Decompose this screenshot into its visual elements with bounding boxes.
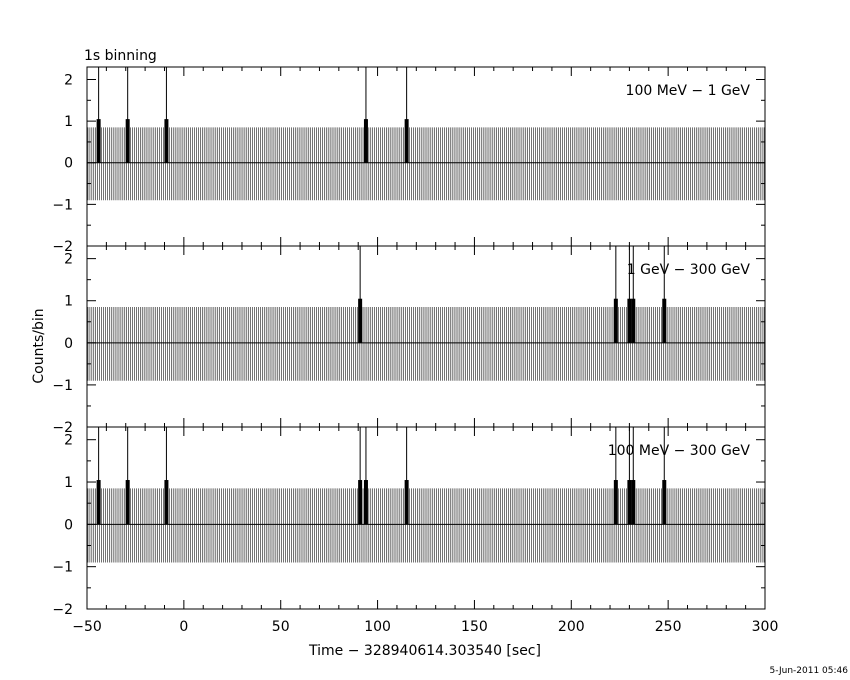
energy-range-label: 100 MeV − 300 GeV xyxy=(608,443,751,459)
event-bar xyxy=(613,298,618,343)
event-bar xyxy=(125,119,130,163)
x-ticks: −50 0 50 100 150 200 250 300 xyxy=(72,427,778,635)
panel-2: −2 −1 0 1 2 1 GeV − 300 GeV xyxy=(52,245,766,436)
x-axis-label: Time − 328940614.303540 [sec] xyxy=(308,643,541,659)
event-bar xyxy=(96,480,101,525)
binning-label: 1s binning xyxy=(84,48,157,64)
y-tick-label: 0 xyxy=(64,156,73,172)
y-ticks: −2 −1 0 1 2 xyxy=(52,433,765,618)
y-ticks: −2 −1 0 1 2 xyxy=(52,72,765,255)
event-markers xyxy=(358,246,667,343)
y-tick-label: −2 xyxy=(52,420,73,436)
y-tick-label: 2 xyxy=(64,433,73,449)
x-tick-label: −50 xyxy=(72,619,102,635)
panel-frame xyxy=(86,426,766,610)
y-tick-label: −2 xyxy=(52,239,73,255)
x-tick-label: 0 xyxy=(179,619,188,635)
panels: −2 −1 0 1 2 100 MeV − 1 GeV −2 −1 0 1 2 1 GeV − 300… xyxy=(52,66,778,635)
event-bar xyxy=(662,298,667,343)
event-bar xyxy=(627,480,632,525)
event-bar xyxy=(613,480,618,525)
event-bar xyxy=(627,298,632,343)
x-ticks xyxy=(86,246,766,427)
event-bar xyxy=(358,480,363,525)
error-bars-pattern xyxy=(87,307,765,381)
event-bar xyxy=(164,119,169,163)
y-tick-label: 2 xyxy=(64,72,73,88)
x-tick-label: 200 xyxy=(558,619,585,635)
panel-3: −50 0 50 100 150 200 250 300 −2 −1 0 1 2 100 MeV − 30… xyxy=(52,426,778,635)
x-tick-label: 150 xyxy=(461,619,488,635)
x-tick-label: 100 xyxy=(364,619,391,635)
event-bar xyxy=(164,480,169,525)
event-bar xyxy=(404,480,409,525)
y-tick-label: −2 xyxy=(52,602,73,618)
event-bar xyxy=(363,480,368,525)
y-tick-label: 1 xyxy=(64,294,73,310)
event-bar xyxy=(363,119,368,163)
y-ticks: −2 −1 0 1 2 xyxy=(52,252,765,436)
y-tick-label: 1 xyxy=(64,475,73,491)
error-bars-pattern xyxy=(87,488,765,563)
event-bar xyxy=(404,119,409,163)
event-bar xyxy=(125,480,130,525)
event-bar xyxy=(631,480,636,525)
footer-date: 5-Jun-2011 05:46 xyxy=(770,666,849,676)
y-tick-label: −1 xyxy=(52,378,73,394)
event-markers xyxy=(96,67,409,163)
energy-range-label: 1 GeV − 300 GeV xyxy=(627,262,751,278)
x-tick-label: 300 xyxy=(752,619,779,635)
y-tick-label: 0 xyxy=(64,517,73,533)
y-tick-label: 1 xyxy=(64,114,73,130)
x-ticks xyxy=(86,67,766,246)
y-tick-label: −1 xyxy=(52,197,73,213)
x-tick-label: 50 xyxy=(272,619,290,635)
event-bar xyxy=(662,480,667,525)
x-tick-label: 250 xyxy=(655,619,682,635)
event-bar xyxy=(96,119,101,163)
event-bar xyxy=(358,298,363,343)
panel-1: −2 −1 0 1 2 100 MeV − 1 GeV xyxy=(52,66,766,255)
y-tick-label: 2 xyxy=(64,252,73,268)
error-bars-pattern xyxy=(87,127,765,201)
y-axis-label: Counts/bin xyxy=(31,308,47,383)
event-bar xyxy=(631,298,636,343)
y-tick-label: 0 xyxy=(64,336,73,352)
energy-range-label: 100 MeV − 1 GeV xyxy=(626,83,751,99)
y-tick-label: −1 xyxy=(52,560,73,576)
event-markers xyxy=(96,427,667,525)
